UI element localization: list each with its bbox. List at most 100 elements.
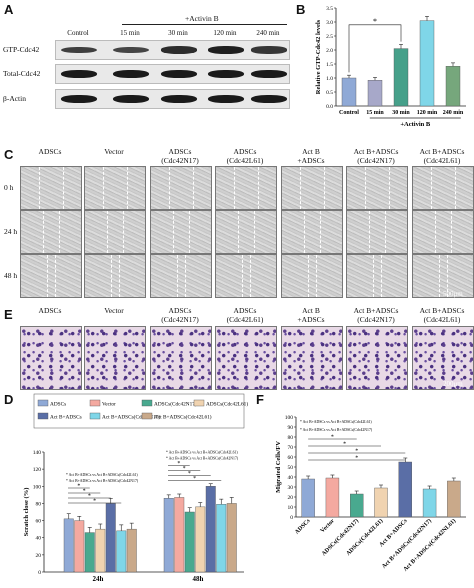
activin-bracket <box>122 24 287 25</box>
scratch-image <box>281 166 343 210</box>
chart-d-y-tick-label: 0 <box>38 570 41 576</box>
chart-f-bar <box>301 478 315 518</box>
chart-f-annotation: * Act B+ADSCs vs Act B+ADSCs(Cdc42L61) <box>300 420 372 424</box>
chart-b-y-axis-label: Relative GTP-Cdc42 levels <box>315 19 322 94</box>
chart-f-y-tick-label: 80 <box>288 435 294 441</box>
wound-edge-line <box>173 211 174 253</box>
chart-d-bar <box>205 486 216 573</box>
chart-d-significance-star: * <box>193 476 196 482</box>
blot-band <box>61 95 97 103</box>
transwell-column-label: ADSCs <box>233 306 257 315</box>
chart-f-y-tick-label: 70 <box>288 445 294 451</box>
wound-edge-line <box>185 255 186 297</box>
scratch-image <box>150 166 212 210</box>
chart-d-bar <box>226 503 237 573</box>
scratch-image <box>20 254 82 298</box>
wound-edge-line <box>316 255 317 297</box>
wound-edge-line <box>439 255 440 297</box>
scratch-image <box>412 166 474 210</box>
wound-edge-line <box>169 167 170 209</box>
blot-band <box>208 46 244 54</box>
wound-edge-line <box>389 167 390 209</box>
chart-d-annotation: * Act B+ADSCs vs Act B+ADSCs(Cdc42L61) <box>166 451 238 455</box>
chart-d-bar <box>74 520 85 573</box>
blot-band <box>251 46 287 54</box>
wound-edge-line <box>39 167 40 209</box>
chart-d-significance-star: * <box>93 499 96 505</box>
chart-d-legend-label: ADSCs <box>50 402 66 408</box>
chart-b-y-tick-label: 2.5 <box>326 34 333 40</box>
chart-b-y-tick-label: 0.5 <box>326 90 333 96</box>
scratch-column-label: Act B+ADSCs <box>419 147 465 156</box>
chart-b-y-tick-label: 1.0 <box>326 76 333 82</box>
chart-d-y-tick-label: 120 <box>33 467 42 473</box>
chart-d-bar <box>105 503 116 573</box>
chart-f-y-tick-label: 20 <box>288 495 294 501</box>
wound-edge-line <box>123 211 124 253</box>
chart-f-bar <box>447 480 461 518</box>
chart-b-y-tick-label: 3.5 <box>326 6 333 12</box>
scale-bar-c: 500μm <box>443 290 463 298</box>
chart-d-bar <box>126 528 137 573</box>
transwell-image <box>84 326 146 390</box>
wound-edge-line <box>43 211 44 253</box>
wound-edge-line <box>455 167 456 209</box>
transwell-image <box>215 326 277 390</box>
transwell-column-label: Vector <box>104 306 124 315</box>
chart-b-y-tick-label: 3.0 <box>326 20 333 26</box>
chart-d-bar <box>63 518 74 573</box>
blot-band <box>113 70 149 78</box>
scratch-column-label: (Cdc42L61) <box>226 156 264 165</box>
blot-band <box>208 95 244 103</box>
chart-b-y-tick-label: 1.5 <box>326 62 333 68</box>
panel-f-letter: F <box>256 392 264 407</box>
scratch-column-label: Vector <box>104 147 124 156</box>
chart-b-y-tick-label: 0.0 <box>326 104 333 110</box>
blot-row-label: β-Actin <box>3 94 26 103</box>
blot-column-label: Control <box>67 29 89 37</box>
chart-d-bar <box>195 506 206 573</box>
blot-band <box>161 70 197 78</box>
chart-b-bar <box>419 20 435 107</box>
chart-d-annotation: * Act B+ADSCs vs Act B+ADSCs(Cdc42N17) <box>166 457 239 461</box>
chart-d-annotation: * Act B+ADSCs vs Act B+ADSCs(Cdc42L61) <box>66 473 138 477</box>
chart-f-bar <box>422 488 437 518</box>
chart-b-significance-star: * <box>373 17 377 26</box>
chart-d-legend-label: Vector <box>102 402 116 408</box>
chart-b-x-label: 120 min <box>417 110 438 116</box>
chart-f-y-tick-label: 30 <box>288 485 294 491</box>
chart-f-y-tick-label: 60 <box>288 455 294 461</box>
chart-b-bar <box>367 80 383 107</box>
chart-f-y-tick-label: 50 <box>288 465 294 471</box>
panel-d-letter: D <box>4 392 14 407</box>
panel-c-letter: C <box>4 147 14 162</box>
chart-d-legend-swatch <box>193 399 205 407</box>
chart-f-x-label: Vector <box>320 518 336 534</box>
wound-edge-line <box>193 167 194 209</box>
wound-edge-line <box>234 167 235 209</box>
scratch-image <box>84 166 146 210</box>
scratch-column-label: Act B+ADSCs <box>353 147 399 156</box>
wound-edge-line <box>111 255 112 297</box>
scratch-image <box>281 254 343 298</box>
scale-bar-e: 200μm <box>443 380 463 388</box>
wound-edge-line <box>59 211 60 253</box>
wound-edge-line <box>365 167 366 209</box>
transwell-column-label: Act B+ADSCs <box>353 306 399 315</box>
chart-f-significance-star: * <box>355 449 358 455</box>
scratch-column-label: ADSCs <box>233 147 257 156</box>
chart-d-legend-swatch <box>141 412 153 420</box>
blot-column-label: 240 min <box>256 29 280 37</box>
scratch-image <box>412 254 474 298</box>
wound-edge-line <box>451 211 452 253</box>
wound-edge-line <box>103 167 104 209</box>
chart-d-significance-star: * <box>88 494 91 500</box>
chart-d-legend-label: Act B+ADSCs(Cdc42N17) <box>102 414 160 421</box>
panel-e-letter: E <box>4 307 13 322</box>
chart-f-y-tick-label: 40 <box>288 475 294 481</box>
chart-f-x-label: ADSCs <box>294 518 312 536</box>
chart-f-bar <box>374 487 388 518</box>
scratch-image <box>412 210 474 254</box>
chart-d-significance-star: * <box>188 471 191 477</box>
chart-d-legend-label: Act B+ADSCs(Cdc42L61) <box>154 414 212 421</box>
